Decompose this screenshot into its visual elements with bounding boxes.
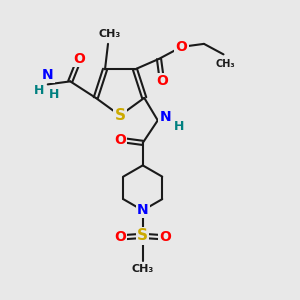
Text: O: O <box>176 40 188 54</box>
Text: O: O <box>114 133 126 147</box>
Text: O: O <box>114 230 126 244</box>
Text: CH₃: CH₃ <box>215 59 235 69</box>
Text: H: H <box>34 85 44 98</box>
Text: CH₃: CH₃ <box>132 264 154 274</box>
Text: O: O <box>73 52 85 66</box>
Text: H: H <box>49 88 59 101</box>
Text: O: O <box>156 74 168 88</box>
Text: N: N <box>159 110 171 124</box>
Text: O: O <box>159 230 171 244</box>
Text: H: H <box>174 120 184 133</box>
Text: S: S <box>115 108 125 123</box>
Text: CH₃: CH₃ <box>98 29 121 39</box>
Text: N: N <box>42 68 54 83</box>
Text: S: S <box>137 228 148 243</box>
Text: N: N <box>137 203 148 218</box>
